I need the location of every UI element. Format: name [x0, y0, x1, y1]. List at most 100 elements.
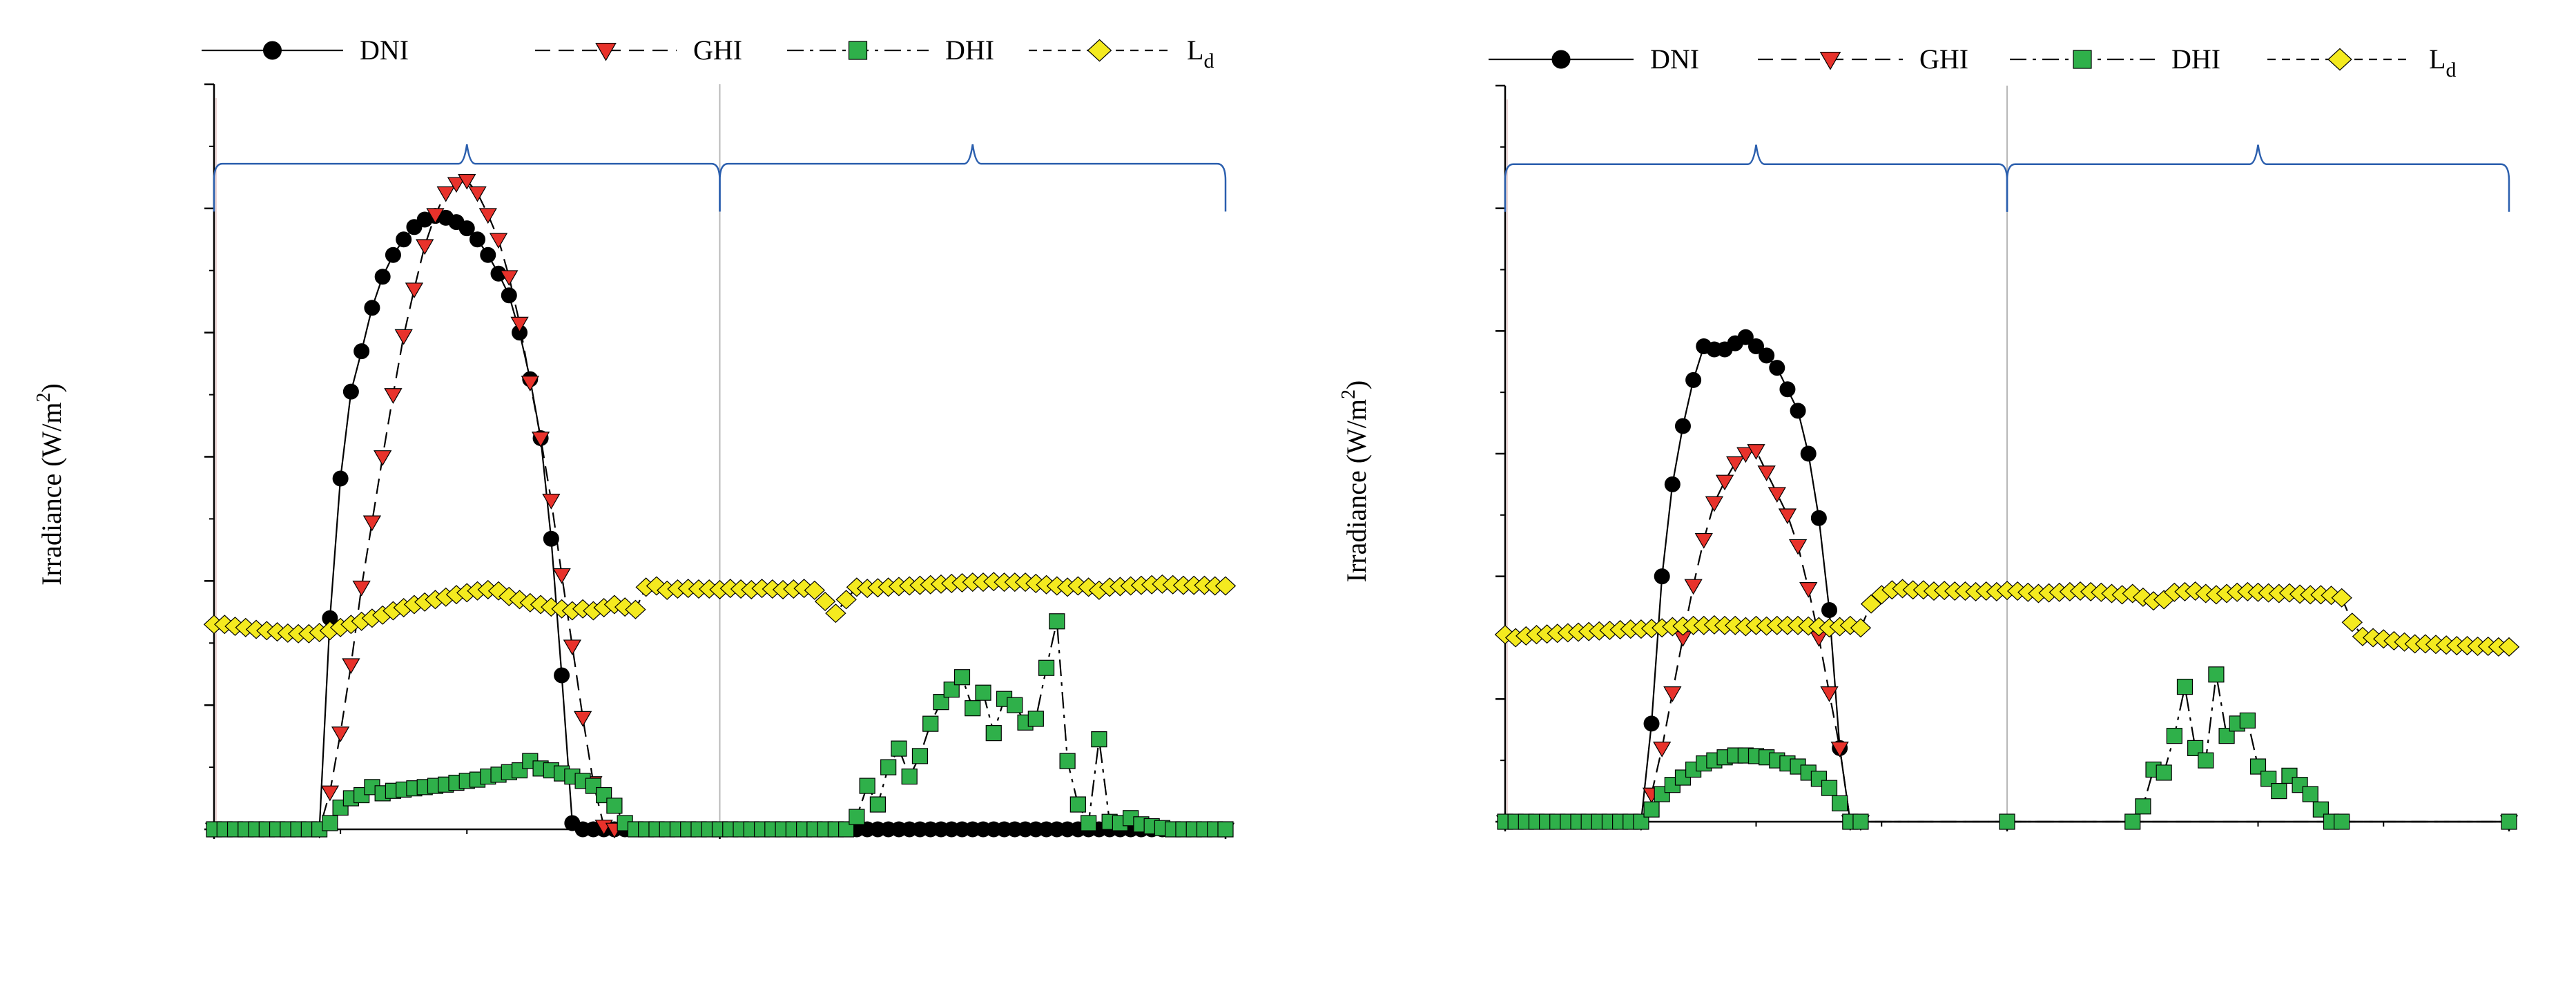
dhi-data-point [2239, 712, 2256, 729]
ghi-data-point [320, 785, 340, 802]
dni-data-point [354, 343, 370, 360]
legend-marker-dhi [848, 41, 868, 60]
ghi-data-point [1778, 508, 1797, 525]
dni-data-point [374, 269, 391, 285]
dhi-data-point [1007, 697, 1023, 713]
ghi-data-point [489, 233, 508, 249]
ld-data-point [814, 591, 836, 612]
dhi-data-point [985, 725, 1002, 742]
dhi-data-point [2334, 813, 2350, 830]
ghi-data-point [531, 432, 550, 447]
ghi-data-point [1736, 447, 1755, 463]
legend-marker-dni [1551, 50, 1571, 69]
legend-label-text: DHI [945, 35, 994, 66]
ld-data-point [2341, 612, 2363, 633]
legend-label-text: DNI [1650, 44, 1699, 75]
ghi-data-point [331, 726, 350, 742]
dni-data-point [342, 383, 359, 400]
annotation-brace [719, 144, 1227, 212]
annotation-brace [2006, 144, 2510, 212]
dni-data-point [364, 300, 380, 316]
ld-data-point [825, 604, 846, 624]
dhi-data-point [869, 796, 887, 813]
legend-label-dni: DNI [1650, 44, 1699, 75]
dni-data-point [1810, 510, 1827, 526]
dni-data-point [458, 220, 475, 237]
dhi-data-point [2124, 813, 2141, 830]
dhi-data-point [2166, 728, 2182, 744]
dhi-data-point [2260, 771, 2277, 787]
dhi-data-point [859, 778, 875, 794]
dni-data-point [332, 470, 349, 487]
ghi-data-point [500, 270, 519, 287]
dhi-data-point [2312, 801, 2329, 818]
ghi-data-point [478, 208, 497, 224]
dhi-data-point [322, 815, 338, 831]
ghi-data-point [1820, 686, 1839, 702]
dhi-data-point [922, 715, 939, 732]
ld-data-point [625, 599, 646, 619]
dni-data-point [1748, 338, 1764, 355]
legend-label-dhi: DHI [945, 35, 994, 66]
dhi-data-point [1633, 813, 1649, 830]
dni-data-point [501, 287, 517, 304]
dni-data-point [554, 667, 570, 684]
ghi-data-point [1757, 465, 1776, 481]
dhi-data-point [1217, 821, 1234, 838]
ghi-data-point [510, 316, 529, 333]
dhi-data-point [911, 748, 929, 764]
ghi-data-point [521, 376, 539, 392]
legend-marker-ghi [1819, 51, 1841, 70]
ghi-data-point [1694, 532, 1713, 549]
legend-label-dni: DNI [360, 35, 409, 66]
dhi-data-point [606, 798, 623, 814]
ld-data-point [804, 580, 826, 600]
dni-data-point [1643, 715, 1660, 732]
summer-chart: Irradiance (W/m2) DNI GHI DHI Ld [33, 35, 1237, 839]
dni-data-point [1737, 329, 1754, 345]
ghi-data-point [352, 580, 371, 597]
dhi-data-point [1069, 796, 1086, 813]
ld-data-point [646, 576, 668, 596]
ld-data-point [2122, 583, 2143, 604]
dni-data-point [469, 231, 486, 248]
dhi-data-point [1852, 813, 1869, 830]
legend-marker-ghi [595, 42, 617, 61]
dhi-data-point [1038, 659, 1055, 676]
legend-label-dhi: DHI [2171, 44, 2220, 75]
dni-data-point [480, 247, 496, 263]
dni-data-point [396, 231, 412, 248]
y-axis-title-close: ) [36, 383, 67, 392]
ghi-data-point [447, 177, 466, 193]
y-axis-title-close: ) [1341, 380, 1372, 389]
legend-label-subscript: d [2446, 59, 2456, 81]
ghi-data-point [542, 494, 561, 510]
dhi-data-point [943, 682, 960, 698]
dni-data-point [1674, 418, 1691, 434]
dhi-data-point [2198, 752, 2214, 769]
ghi-data-point [458, 173, 476, 190]
legend-label-text: L [2429, 44, 2446, 75]
dni-data-point [1800, 445, 1817, 462]
legend-label-text: GHI [1919, 44, 1968, 75]
y-axis-title-superscript: 2 [1338, 389, 1359, 399]
dhi-data-point [933, 694, 949, 711]
ghi-data-point [362, 515, 382, 532]
legend-marker-ld [2327, 48, 2352, 71]
ghi-data-point [394, 329, 413, 345]
legend-label-ld: Ld [1187, 35, 1214, 73]
dhi-data-point [1999, 813, 2015, 830]
dhi-data-point [1821, 780, 1838, 796]
dni-data-point [543, 530, 559, 547]
dhi-data-point [2208, 666, 2225, 683]
ld-data-point [1860, 594, 1882, 614]
ghi-data-point [468, 186, 487, 202]
summer-panel: Irradiance (W/m2) DNI GHI DHI Ld [0, 0, 1288, 981]
dni-data-point [1654, 568, 1670, 585]
ghi-data-point [1830, 741, 1849, 758]
ghi-data-point [374, 450, 392, 466]
dni-data-point [1759, 347, 1775, 364]
winter-panel: Irradiance (W/m2) DNI GHI DHI Ld [1288, 0, 2576, 981]
dhi-data-point [975, 684, 991, 701]
y-axis-title-superscript: 2 [33, 392, 55, 402]
